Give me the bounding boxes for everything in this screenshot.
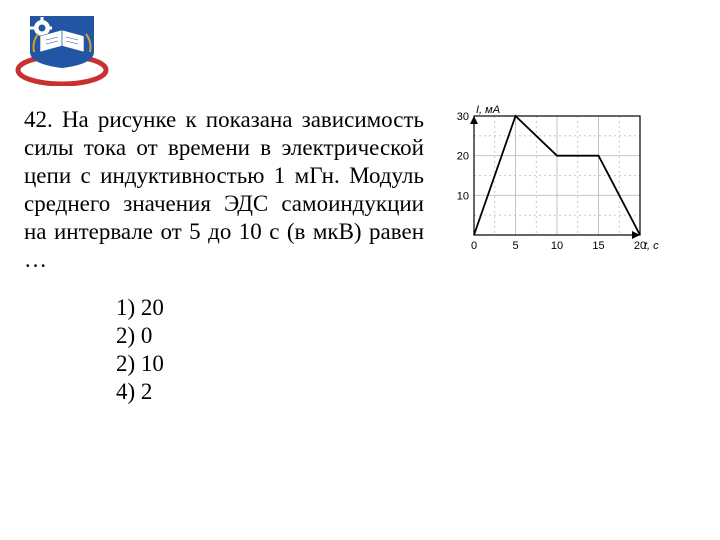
svg-text:I, мА: I, мА: [476, 104, 500, 116]
question-text: 42. На рисунке к показана зависимость си…: [24, 106, 424, 274]
svg-text:10: 10: [457, 190, 469, 202]
svg-text:10: 10: [551, 240, 563, 252]
university-logo: РГУПC: [12, 6, 112, 86]
svg-text:0: 0: [471, 240, 477, 252]
answer-option: 2) 10: [116, 350, 696, 378]
svg-text:15: 15: [592, 240, 604, 252]
answer-option: 1) 20: [116, 294, 696, 322]
answer-list: 1) 202) 02) 104) 2: [116, 294, 696, 406]
svg-text:t, с: t, с: [644, 240, 659, 252]
answer-option: 2) 0: [116, 322, 696, 350]
svg-text:30: 30: [457, 111, 469, 123]
question-body: На рисунке к показана зависимость силы т…: [24, 107, 424, 272]
svg-text:20: 20: [457, 151, 469, 163]
answer-option: 4) 2: [116, 378, 696, 406]
question-number: 42.: [24, 107, 53, 132]
svg-text:5: 5: [512, 240, 518, 252]
current-vs-time-chart: 05101520102030I, мАt, с: [440, 102, 670, 262]
